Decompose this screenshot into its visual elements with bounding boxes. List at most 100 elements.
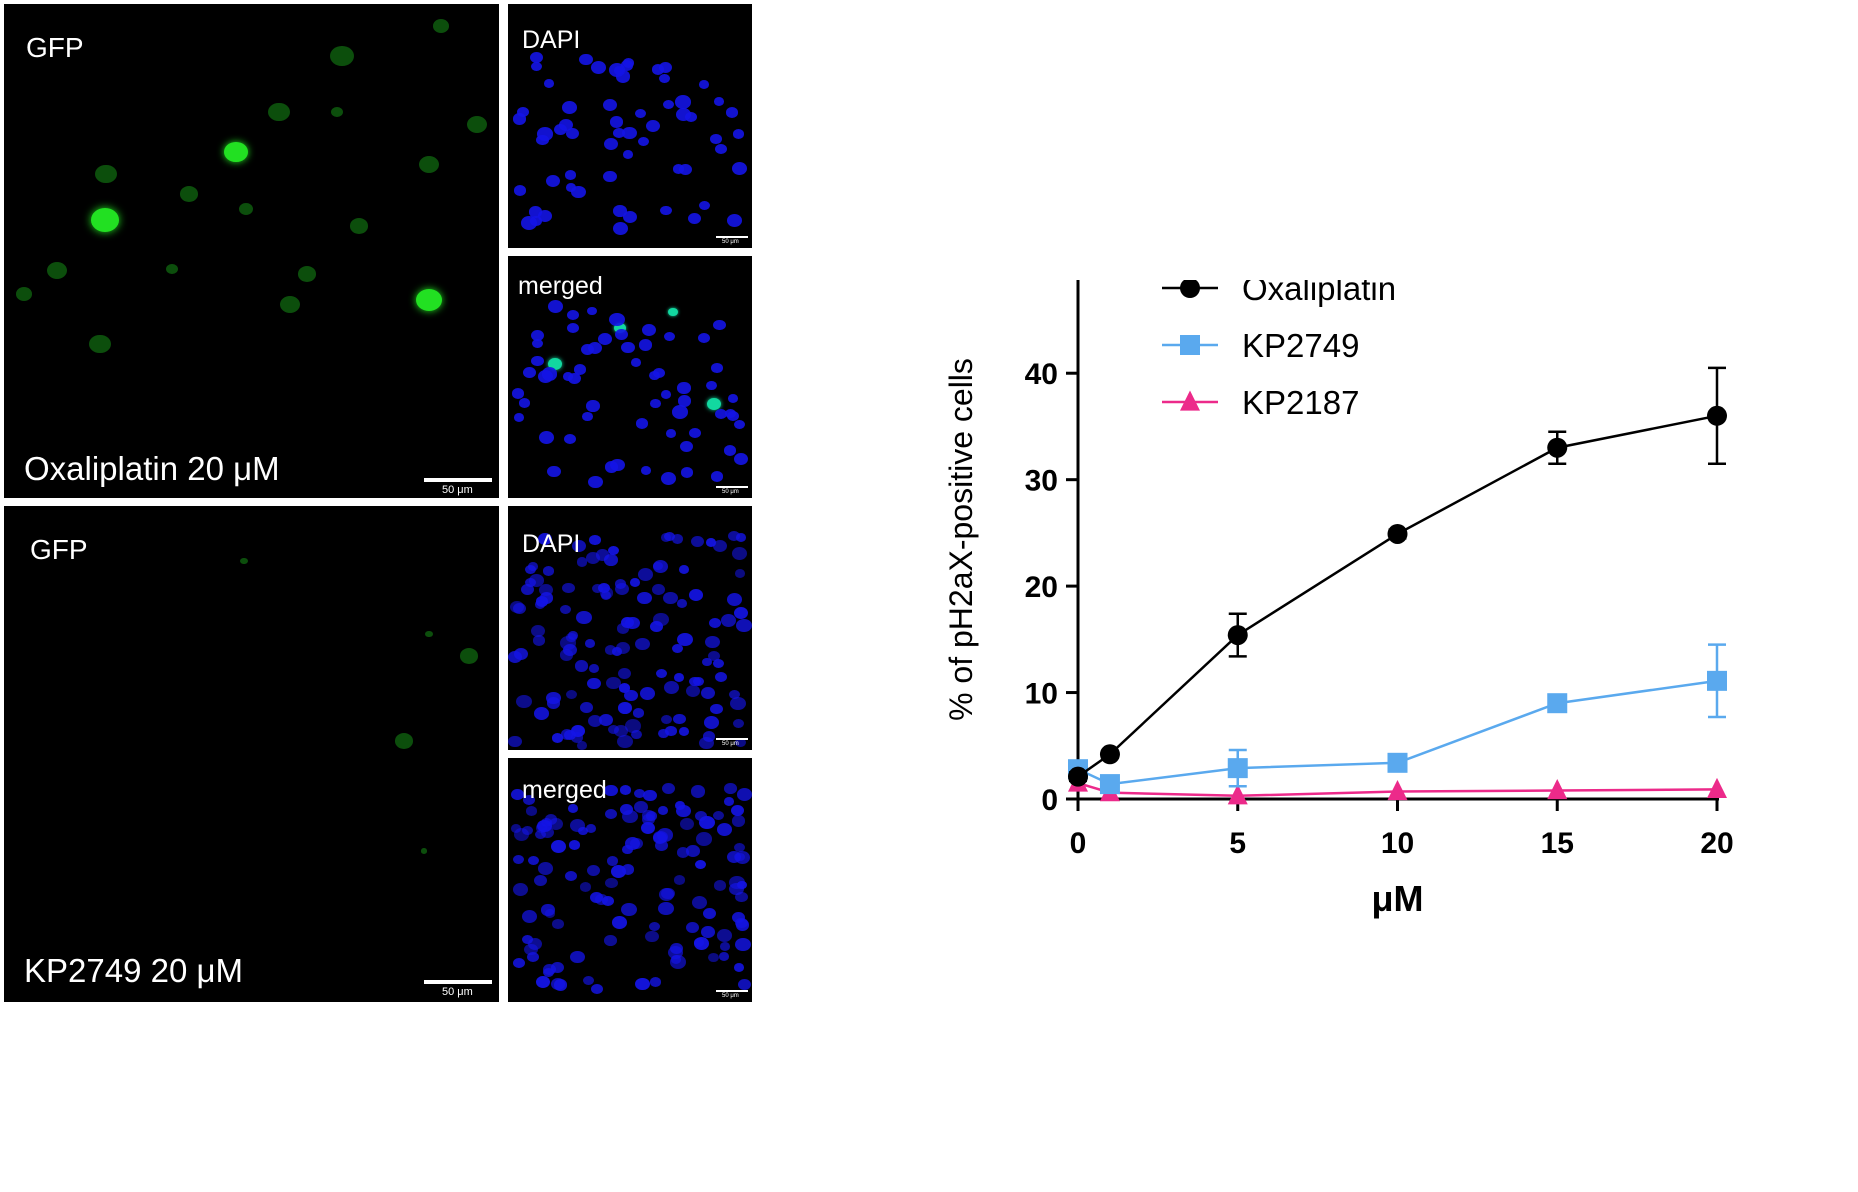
nucleus — [672, 644, 683, 654]
nucleus — [729, 690, 740, 700]
micrograph-dapi-kp2749: DAPI 50 μm — [508, 506, 752, 750]
nucleus — [660, 389, 672, 399]
nucleus — [576, 610, 592, 624]
data-point-kp2749 — [1387, 752, 1408, 773]
nucleus — [727, 394, 739, 403]
nucleus — [668, 307, 678, 317]
nucleus — [569, 950, 585, 964]
nucleus — [513, 413, 525, 423]
nucleus — [577, 826, 588, 836]
nucleus — [617, 735, 633, 749]
nucleus — [419, 155, 439, 173]
nucleus — [611, 647, 622, 656]
nucleus — [576, 557, 588, 567]
nucleus — [618, 668, 632, 680]
y-tick-label: 20 — [1025, 571, 1058, 604]
nucleus — [573, 364, 586, 375]
nucleus — [732, 912, 745, 924]
nucleus — [416, 288, 442, 312]
nucleus — [727, 410, 740, 421]
nucleus — [571, 725, 585, 738]
nucleus — [513, 184, 527, 196]
nucleus — [693, 936, 710, 950]
nucleus — [652, 584, 665, 595]
nucleus — [652, 831, 668, 844]
nucleus — [706, 538, 717, 547]
nucleus — [552, 919, 564, 930]
nucleus — [553, 979, 568, 991]
nucleus — [565, 689, 577, 699]
nucleus — [686, 845, 700, 857]
nucleus — [604, 137, 619, 150]
nucleus — [547, 300, 563, 313]
nucleus — [542, 566, 555, 577]
nucleus — [631, 729, 642, 739]
legend-label: KP2187 — [1242, 384, 1359, 421]
micrograph-merged-kp2749: merged 50 μm — [508, 758, 752, 1002]
data-point-oxaliplatin — [1387, 523, 1408, 544]
nucleus — [636, 418, 649, 429]
nucleus — [520, 584, 534, 596]
nucleus — [564, 434, 577, 445]
data-point-oxaliplatin — [1707, 405, 1727, 426]
nucleus — [537, 532, 553, 545]
nucleus — [732, 718, 745, 729]
data-point-oxaliplatin — [1547, 437, 1568, 458]
nucleus — [707, 398, 721, 410]
nucleus — [570, 732, 584, 744]
nucleus — [734, 419, 746, 430]
data-point-kp2749 — [1707, 670, 1727, 691]
nucleus — [543, 79, 554, 88]
nucleus — [706, 380, 717, 390]
nucleus — [610, 865, 626, 878]
nucleus — [650, 398, 661, 408]
gfp-channel-label: GFP — [30, 534, 88, 565]
nucleus — [513, 602, 527, 614]
nucleus — [527, 951, 540, 962]
nucleus — [521, 935, 533, 945]
nucleus — [543, 964, 556, 976]
data-point-kp2187 — [1387, 780, 1408, 801]
nucleus — [702, 731, 716, 742]
nucleus — [703, 716, 719, 729]
nucleus — [612, 916, 628, 929]
nucleus — [639, 687, 656, 701]
nucleus — [587, 864, 601, 877]
nucleus — [653, 560, 669, 574]
nucleus — [567, 631, 579, 641]
nucleus — [613, 65, 625, 75]
nucleus — [637, 568, 653, 581]
scale-bar: 50 μm — [424, 976, 494, 998]
nucleus — [565, 183, 577, 193]
nucleus — [679, 441, 693, 453]
nucleus — [660, 714, 673, 725]
nucleus — [605, 877, 618, 888]
nucleus — [636, 591, 652, 605]
nucleus — [618, 683, 631, 694]
scale-bar-label: 50 μm — [722, 489, 739, 495]
gfp-channel-label: GFP — [26, 32, 84, 63]
nucleus — [698, 80, 710, 89]
nucleus — [604, 935, 617, 946]
nucleus — [656, 668, 668, 679]
legend-label: Oxaliplatin — [1242, 280, 1396, 307]
nucleus — [651, 64, 664, 75]
scale-bar: 50 μm — [716, 988, 752, 1002]
nucleus — [395, 733, 413, 749]
nucleus — [433, 19, 449, 33]
nucleus — [662, 99, 674, 110]
nucleus — [698, 736, 714, 749]
nucleus — [658, 62, 672, 74]
legend-marker — [1180, 280, 1200, 298]
nucleus — [510, 824, 521, 834]
nucleus — [669, 955, 686, 969]
x-tick-label: 20 — [1700, 827, 1733, 860]
nucleus — [640, 466, 651, 475]
nucleus — [733, 129, 745, 140]
nucleus — [658, 73, 670, 84]
nucleus — [521, 216, 538, 230]
nucleus — [580, 882, 592, 892]
nucleus — [605, 809, 617, 819]
nucleus — [635, 108, 646, 119]
nucleus — [508, 735, 522, 748]
